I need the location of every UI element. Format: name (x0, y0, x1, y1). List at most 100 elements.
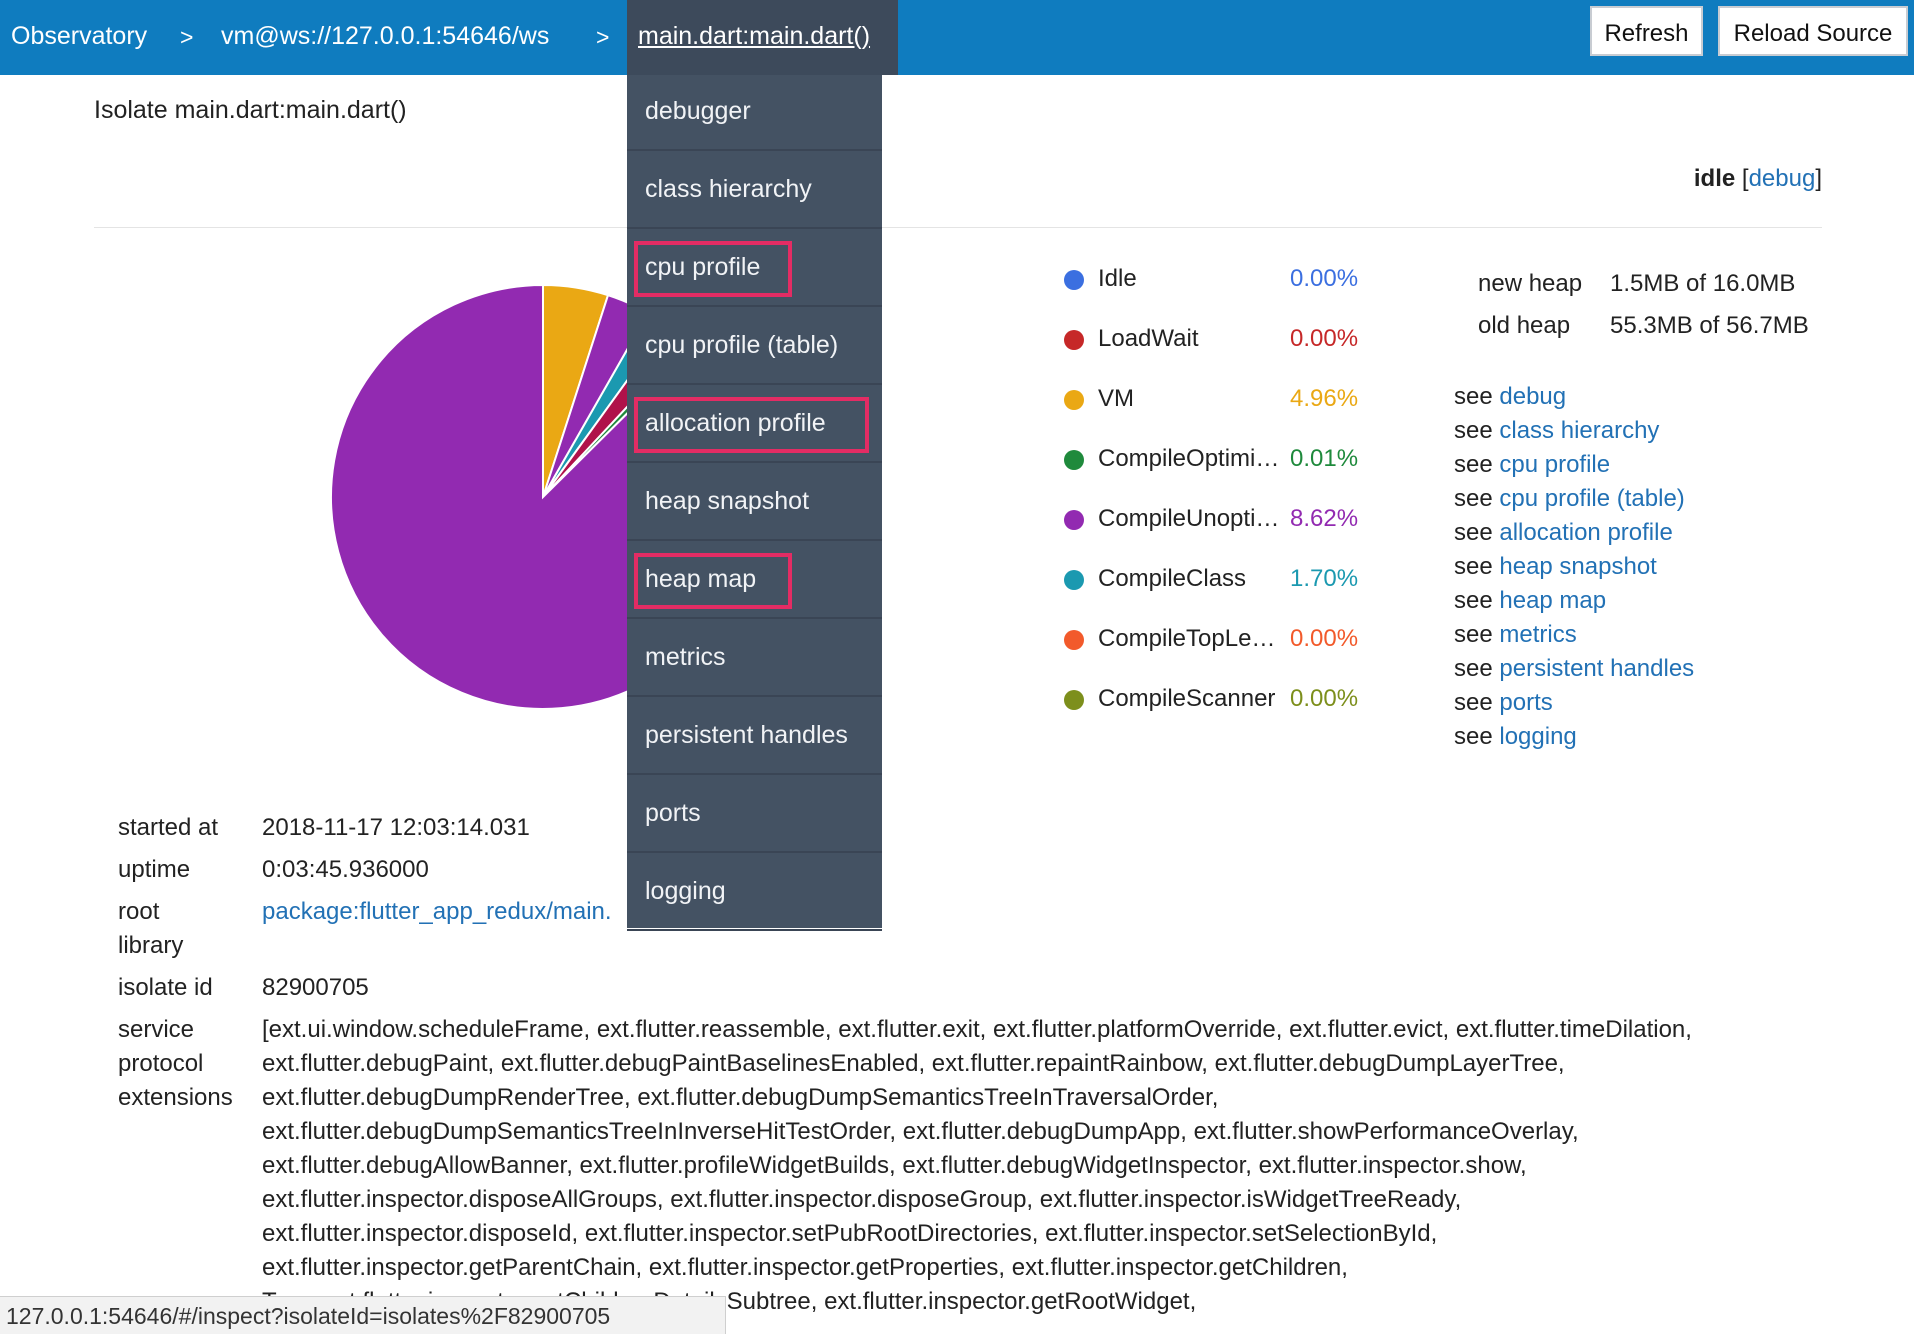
reload-source-button[interactable]: Reload Source (1718, 6, 1908, 56)
breadcrumb-vm[interactable]: vm@ws://127.0.0.1:54646/ws (221, 22, 550, 50)
status-url: 127.0.0.1:54646/#/inspect?isolateId=isol… (6, 1303, 611, 1329)
breadcrumb-separator: > (180, 24, 194, 50)
menu-item-label: persistent handles (645, 721, 848, 749)
menu-item-heap-map[interactable]: heap map (627, 543, 882, 619)
see-prefix: see (1454, 655, 1493, 682)
browser-status-bar: 127.0.0.1:54646/#/inspect?isolateId=isol… (0, 1296, 726, 1334)
bracket-open: [ (1741, 165, 1749, 192)
see-prefix: see (1454, 723, 1493, 750)
legend-value: 0.01% (1290, 445, 1359, 472)
see-prefix: see (1454, 621, 1493, 648)
legend-dot (1064, 570, 1084, 590)
menu-item-debugger[interactable]: debugger (627, 75, 882, 151)
see-link-row: see heap map (1454, 587, 1606, 615)
legend-value: 4.96% (1290, 385, 1359, 412)
legend-dot (1064, 450, 1084, 470)
legend-value: 1.70% (1290, 565, 1359, 592)
menu-item-label: logging (645, 877, 726, 905)
legend-name: VM (1098, 385, 1134, 412)
see-link-debug[interactable]: debug (1499, 383, 1567, 410)
menu-item-class-hierarchy[interactable]: class hierarchy (627, 153, 882, 229)
see-link-class-hierarchy[interactable]: class hierarchy (1499, 417, 1660, 444)
legend-dot (1064, 630, 1084, 650)
legend-dot (1064, 270, 1084, 290)
menu-item-label: cpu profile (645, 253, 761, 281)
menu-item-cpu-profile-table[interactable]: cpu profile (table) (627, 309, 882, 385)
menu-item-metrics[interactable]: metrics (627, 621, 882, 697)
see-link-row: see class hierarchy (1454, 417, 1659, 445)
isolate-dropdown-menu: debugger class hierarchy cpu profile cpu pr… (627, 75, 882, 931)
breadcrumb-observatory[interactable]: Observatory (11, 22, 148, 50)
menu-item-label: class hierarchy (645, 175, 812, 203)
legend-dot (1064, 390, 1084, 410)
legend-item: CompileScanner 0.00% (1064, 682, 1384, 722)
legend-item: LoadWait 0.00% (1064, 322, 1384, 362)
see-link-row: see ports (1454, 689, 1553, 717)
started-at-label: started at (118, 814, 219, 841)
breadcrumb-isolate[interactable]: main.dart:main.dart() (627, 0, 898, 75)
see-link-cpu-profile[interactable]: cpu profile (1499, 451, 1611, 478)
isolate-id-label: isolate id (118, 974, 213, 1001)
top-nav-bar: Observatory > vm@ws://127.0.0.1:54646/ws… (0, 0, 1914, 75)
breadcrumb-separator: > (596, 24, 610, 50)
menu-item-cpu-profile[interactable]: cpu profile (627, 231, 882, 307)
root-library-label: root library (118, 898, 184, 959)
legend-name: LoadWait (1098, 325, 1199, 352)
service-extensions-label: service protocol extensions (118, 1016, 233, 1111)
see-link-row: see cpu profile (table) (1454, 485, 1685, 513)
menu-item-logging[interactable]: logging (627, 855, 882, 931)
see-prefix: see (1454, 451, 1493, 478)
menu-item-label: ports (645, 799, 701, 827)
see-link-allocation-profile[interactable]: allocation profile (1499, 519, 1673, 546)
menu-item-label: cpu profile (table) (645, 331, 839, 359)
legend-name: CompileTopLe… (1098, 625, 1276, 652)
menu-item-persistent-handles[interactable]: persistent handles (627, 699, 882, 775)
see-prefix: see (1454, 417, 1493, 444)
see-link-persistent-handles[interactable]: persistent handles (1499, 655, 1695, 682)
see-prefix: see (1454, 553, 1493, 580)
legend-value: 8.62% (1290, 505, 1359, 532)
started-at-value: 2018-11-17 12:03:14.031 (262, 814, 530, 841)
menu-item-label: heap map (645, 565, 757, 593)
debug-link[interactable]: debug (1748, 165, 1816, 192)
legend-name: CompileOptimi… (1098, 445, 1280, 472)
menu-item-label: metrics (645, 643, 726, 671)
refresh-button[interactable]: Refresh (1590, 6, 1703, 56)
legend-value: 0.00% (1290, 325, 1359, 352)
legend-dot (1064, 690, 1084, 710)
menu-item-heap-snapshot[interactable]: heap snapshot (627, 465, 882, 541)
see-link-row: see allocation profile (1454, 519, 1673, 547)
legend-item: VM 4.96% (1064, 382, 1384, 422)
see-link-cpu-profile-table[interactable]: cpu profile (table) (1499, 485, 1685, 512)
menu-item-label: heap snapshot (645, 487, 810, 515)
old-heap-label: old heap (1478, 312, 1571, 339)
root-library-link[interactable]: package:flutter_app_redux/main. (262, 898, 612, 925)
isolate-status: idle [debug] (1694, 165, 1822, 193)
see-link-metrics[interactable]: metrics (1499, 621, 1577, 648)
see-prefix: see (1454, 519, 1493, 546)
legend-item: Idle 0.00% (1064, 262, 1384, 302)
menu-item-allocation-profile[interactable]: allocation profile (627, 387, 882, 463)
legend-value: 0.00% (1290, 685, 1359, 712)
see-prefix: see (1454, 485, 1493, 512)
legend-item: CompileTopLe… 0.00% (1064, 622, 1384, 662)
legend-name: CompileUnopti… (1098, 505, 1280, 532)
see-link-logging[interactable]: logging (1499, 723, 1577, 750)
page-title: Isolate main.dart:main.dart() (94, 96, 407, 124)
see-link-heap-map[interactable]: heap map (1499, 587, 1607, 614)
menu-item-label: allocation profile (645, 409, 826, 437)
new-heap-value: 1.5MB of 16.0MB (1610, 270, 1796, 297)
see-link-row: see logging (1454, 723, 1577, 751)
see-link-ports[interactable]: ports (1499, 689, 1553, 716)
legend-item: CompileOptimi… 0.01% (1064, 442, 1384, 482)
see-link-heap-snapshot[interactable]: heap snapshot (1499, 553, 1657, 580)
divider (94, 227, 1822, 228)
legend-item: CompileClass 1.70% (1064, 562, 1384, 602)
status-idle: idle (1693, 165, 1736, 192)
legend-item: CompileUnopti… 8.62% (1064, 502, 1384, 542)
bracket-close: ] (1815, 165, 1822, 192)
legend-name: Idle (1098, 265, 1137, 292)
menu-item-ports[interactable]: ports (627, 777, 882, 853)
breadcrumb-isolate-label: main.dart:main.dart() (638, 22, 871, 50)
legend-dot (1064, 510, 1084, 530)
